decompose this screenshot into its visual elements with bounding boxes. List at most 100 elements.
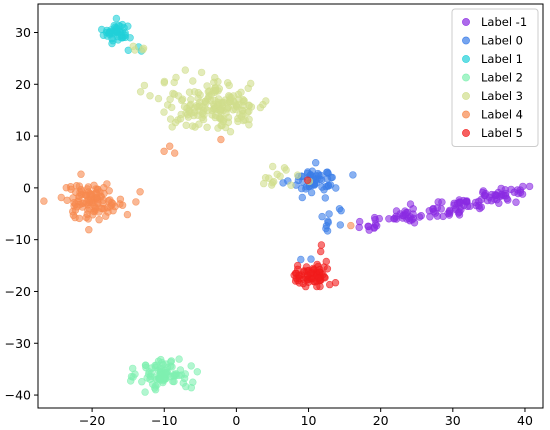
data-point [311, 278, 319, 286]
x-tick-label: −20 [79, 413, 105, 428]
data-point [101, 212, 110, 220]
points-layer [40, 14, 534, 396]
legend-marker [462, 18, 470, 26]
data-point [460, 201, 468, 210]
data-point [57, 193, 65, 202]
data-point [519, 182, 527, 191]
data-point [245, 102, 253, 110]
data-point [123, 210, 132, 219]
data-point [247, 79, 255, 88]
series-4 [129, 42, 314, 189]
data-point [481, 189, 490, 198]
data-point [162, 368, 171, 376]
data-point [124, 22, 132, 30]
legend-label: Label 0 [481, 34, 523, 48]
data-point [185, 88, 194, 96]
data-point [332, 184, 340, 192]
data-point [298, 193, 306, 202]
data-point [265, 174, 273, 182]
y-tick-label: −30 [5, 336, 31, 351]
data-point [304, 168, 312, 176]
data-point [318, 212, 326, 221]
y-tick-label: 0 [23, 180, 31, 195]
data-point [85, 226, 93, 234]
data-point [171, 149, 179, 157]
data-point [245, 121, 253, 129]
data-point [239, 116, 248, 125]
data-point [475, 202, 483, 210]
data-point [307, 255, 315, 263]
data-point [227, 93, 235, 102]
data-point [103, 32, 112, 40]
data-point [364, 222, 372, 231]
data-point [304, 278, 313, 286]
data-point [503, 194, 511, 203]
data-point [181, 66, 190, 74]
data-point [129, 364, 137, 373]
data-point [155, 374, 163, 382]
data-point [282, 166, 290, 174]
legend-label: Label 4 [481, 108, 523, 122]
data-point [187, 362, 195, 370]
data-point [512, 198, 520, 206]
data-point [160, 147, 168, 156]
legend-label: Label 1 [481, 52, 523, 66]
data-point [99, 184, 108, 192]
x-tick-label: 20 [373, 413, 389, 428]
data-point [495, 199, 503, 207]
legend-label: Label 3 [481, 89, 523, 103]
data-point [197, 68, 206, 77]
data-point [317, 247, 325, 256]
data-point [121, 29, 129, 37]
data-point [201, 97, 209, 106]
y-tick-label: 30 [15, 25, 31, 40]
data-point [525, 182, 534, 191]
data-point [438, 198, 446, 206]
data-point [142, 361, 150, 369]
data-point [139, 46, 147, 54]
data-point [160, 78, 169, 87]
data-point [297, 255, 305, 264]
data-point [109, 207, 117, 215]
data-point [320, 263, 328, 271]
data-point [77, 170, 85, 178]
data-point [193, 368, 202, 376]
data-point [187, 109, 195, 117]
data-point [291, 269, 300, 277]
data-point [189, 77, 197, 85]
data-point [220, 115, 228, 123]
data-point [315, 171, 323, 179]
data-point [437, 205, 445, 213]
data-point [138, 378, 146, 386]
data-point [430, 207, 438, 216]
x-tick-label: 40 [517, 413, 533, 428]
legend-box [451, 8, 539, 147]
data-point [136, 188, 144, 196]
x-tick-label: 0 [232, 413, 240, 428]
legend: Label -1 Label 0 Label 1 Label 2 Label 3 Labe… [451, 8, 539, 147]
data-point [446, 209, 454, 217]
data-point [91, 204, 100, 212]
legend-label: Label 5 [481, 126, 523, 140]
data-point [71, 206, 80, 214]
legend-label: Label -1 [481, 15, 527, 29]
data-point [75, 192, 83, 201]
x-tick-label: −10 [151, 413, 177, 428]
data-point [131, 46, 139, 54]
data-point [160, 108, 168, 116]
data-point [410, 219, 419, 227]
data-point [136, 88, 145, 96]
data-point [287, 181, 295, 189]
data-point [370, 213, 379, 222]
series-3 [126, 355, 202, 396]
data-point [156, 364, 164, 372]
data-point [40, 197, 48, 205]
data-point [112, 14, 121, 23]
data-point [239, 106, 247, 115]
data-point [188, 122, 197, 130]
data-point [90, 181, 98, 190]
data-point [256, 103, 265, 112]
data-point [172, 73, 180, 82]
legend-marker [462, 129, 470, 137]
